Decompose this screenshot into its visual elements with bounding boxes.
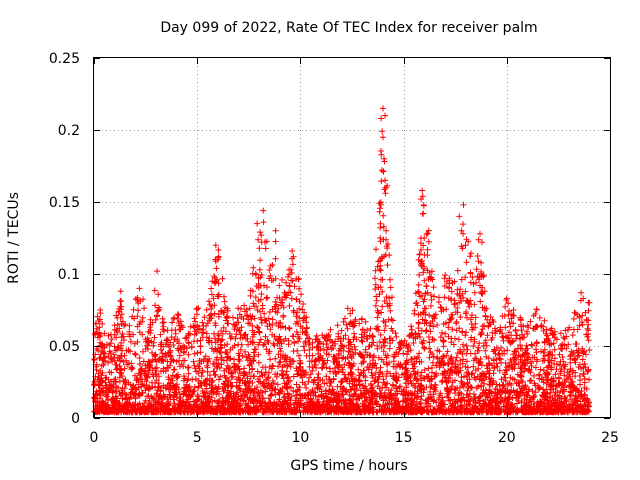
y-tick-label: 0.25 xyxy=(49,51,80,67)
x-tick-labels: 0 5 10 15 20 25 xyxy=(90,430,619,446)
y-tick-label: 0 xyxy=(71,411,80,427)
data-points xyxy=(91,105,593,416)
y-tick-labels: 0 0.05 0.1 0.15 0.2 0.25 xyxy=(49,51,80,427)
y-tick-label: 0.15 xyxy=(49,195,80,211)
x-tick-label: 15 xyxy=(395,430,413,446)
y-tick-label: 0.1 xyxy=(58,267,80,283)
y-axis-label: ROTI / TECUs xyxy=(6,192,22,284)
y-tick-label: 0.05 xyxy=(49,339,80,355)
roti-plus-markers xyxy=(91,105,593,416)
x-tick-label: 10 xyxy=(291,430,309,446)
x-tick-label: 20 xyxy=(498,430,516,446)
x-tick-label: 5 xyxy=(193,430,202,446)
x-tick-label: 25 xyxy=(601,430,619,446)
x-axis-label: GPS time / hours xyxy=(290,458,407,474)
axis-ticks xyxy=(94,58,611,419)
plot-frame xyxy=(93,57,611,418)
grid-lines xyxy=(94,58,610,418)
y-tick-label: 0.2 xyxy=(58,123,80,139)
x-tick-label: 0 xyxy=(90,430,99,446)
chart-title: Day 099 of 2022, Rate Of TEC Index for r… xyxy=(160,20,537,36)
